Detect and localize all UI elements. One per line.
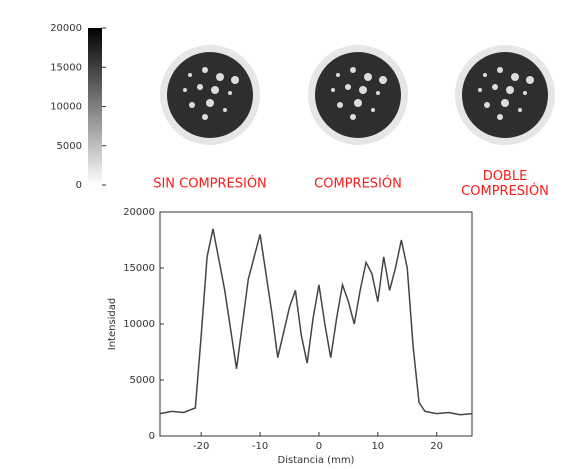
phantom-dot xyxy=(345,84,351,90)
x-tick-label: 0 xyxy=(316,441,322,452)
x-tick-label: 20 xyxy=(430,441,443,452)
phantom-dot xyxy=(231,76,239,84)
colorbar-tick-label: 15000 xyxy=(50,62,82,73)
image-label: SIN COMPRESIÓN xyxy=(153,176,267,192)
phantom-dot xyxy=(188,73,192,77)
phantom-dot xyxy=(511,73,519,81)
colorbar-tick-label: 5000 xyxy=(57,141,82,152)
phantom-dot xyxy=(223,108,227,112)
phantom-dot xyxy=(492,84,498,90)
phantom-dot xyxy=(216,73,224,81)
phantom-dot xyxy=(206,99,214,107)
phantom-dot xyxy=(526,76,534,84)
phantom-dot xyxy=(350,67,356,73)
y-tick-label: 20000 xyxy=(123,207,155,218)
phantom-dot xyxy=(371,108,375,112)
phantoms xyxy=(160,45,555,145)
phantom-dot xyxy=(483,73,487,77)
phantom-dot xyxy=(337,102,343,108)
phantom-dot xyxy=(497,114,503,120)
phantom-dot xyxy=(364,73,372,81)
phantom-dot xyxy=(379,76,387,84)
phantom-dot xyxy=(350,114,356,120)
y-tick-label: 10000 xyxy=(123,319,155,330)
phantom-dot xyxy=(211,86,219,94)
y-tick-label: 5000 xyxy=(130,375,155,386)
phantom-dot xyxy=(506,86,514,94)
colorbar xyxy=(88,28,102,185)
phantom-dot xyxy=(501,99,509,107)
image-label: COMPRESIÓN xyxy=(314,176,402,192)
colorbar-tick-label: 0 xyxy=(76,180,82,191)
phantom-dot xyxy=(359,86,367,94)
plot-frame xyxy=(159,211,473,437)
image-label: COMPRESIÓN xyxy=(461,183,549,199)
phantom-dot xyxy=(228,91,232,95)
y-tick-label: 15000 xyxy=(123,263,155,274)
phantom-dot xyxy=(202,67,208,73)
phantom-dot xyxy=(336,73,340,77)
phantom-dot xyxy=(189,102,195,108)
x-tick-label: -20 xyxy=(193,441,209,452)
phantom-dot xyxy=(183,88,187,92)
colorbar-tick-label: 20000 xyxy=(50,23,82,34)
phantom-dot xyxy=(202,114,208,120)
phantom-dot xyxy=(197,84,203,90)
x-tick-label: 10 xyxy=(371,441,384,452)
phantom-dot xyxy=(376,91,380,95)
phantom-dot xyxy=(478,88,482,92)
phantom-dot xyxy=(484,102,490,108)
phantom-dot xyxy=(523,91,527,95)
line-series xyxy=(159,228,473,416)
x-axis-label: Distancia (mm) xyxy=(278,455,355,466)
y-axis-label: Intensidad xyxy=(107,298,118,351)
image-label: DOBLE xyxy=(483,169,528,184)
y-tick-label: 0 xyxy=(149,431,155,442)
colorbar-tick-label: 10000 xyxy=(50,102,82,113)
phantom-dot xyxy=(497,67,503,73)
phantom-dot xyxy=(518,108,522,112)
phantom-dot xyxy=(354,99,362,107)
phantom-dot xyxy=(331,88,335,92)
x-tick-label: -10 xyxy=(252,441,268,452)
